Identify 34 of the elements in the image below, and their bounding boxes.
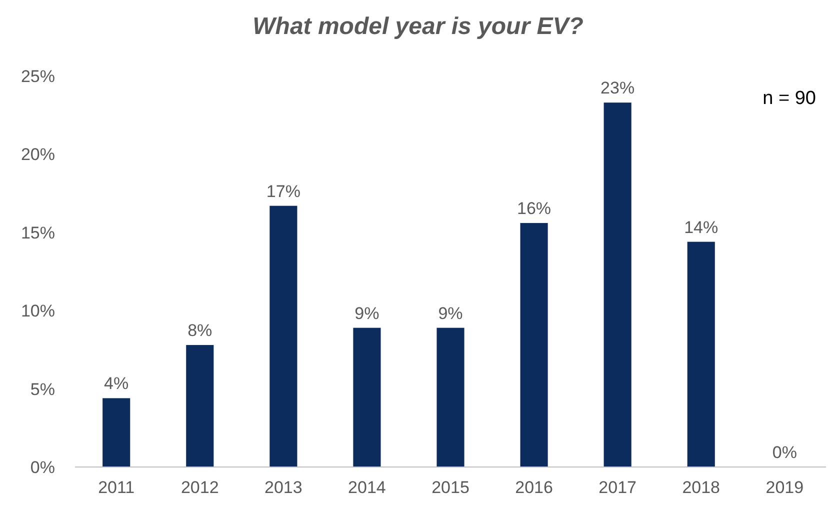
data-label: 9% xyxy=(354,304,380,323)
bar xyxy=(270,206,298,467)
y-tick-label: 0% xyxy=(30,458,55,477)
chart-title: What model year is your EV? xyxy=(252,13,584,40)
x-tick-label: 2014 xyxy=(348,478,386,497)
x-tick-label: 2013 xyxy=(264,478,302,497)
bar xyxy=(353,328,381,467)
x-tick-label: 2019 xyxy=(766,478,804,497)
y-tick-label: 15% xyxy=(20,223,55,242)
bar xyxy=(604,102,632,467)
data-label: 4% xyxy=(104,374,129,394)
data-label: 8% xyxy=(188,321,212,340)
data-label: 17% xyxy=(266,182,300,201)
x-tick-label: 2017 xyxy=(598,478,636,497)
x-tick-label: 2012 xyxy=(180,478,219,497)
data-label: 9% xyxy=(438,304,463,323)
bar xyxy=(186,345,214,467)
bar xyxy=(102,398,130,467)
x-tick-label: 2015 xyxy=(432,478,470,497)
y-tick-label: 5% xyxy=(30,380,55,399)
y-tick-label: 25% xyxy=(20,66,55,86)
y-tick-label: 20% xyxy=(20,145,55,164)
data-label: 14% xyxy=(684,218,718,237)
x-tick-label: 2018 xyxy=(682,478,720,497)
x-tick-label: 2016 xyxy=(515,478,553,497)
data-label: 16% xyxy=(517,199,552,218)
annotation: n = 90 xyxy=(762,88,816,109)
data-label: 0% xyxy=(772,443,797,462)
bar xyxy=(687,242,715,467)
data-label: 23% xyxy=(600,78,635,98)
bar xyxy=(436,328,464,467)
x-tick-label: 2011 xyxy=(98,478,135,497)
y-tick-label: 10% xyxy=(20,302,55,321)
bar xyxy=(520,223,548,467)
